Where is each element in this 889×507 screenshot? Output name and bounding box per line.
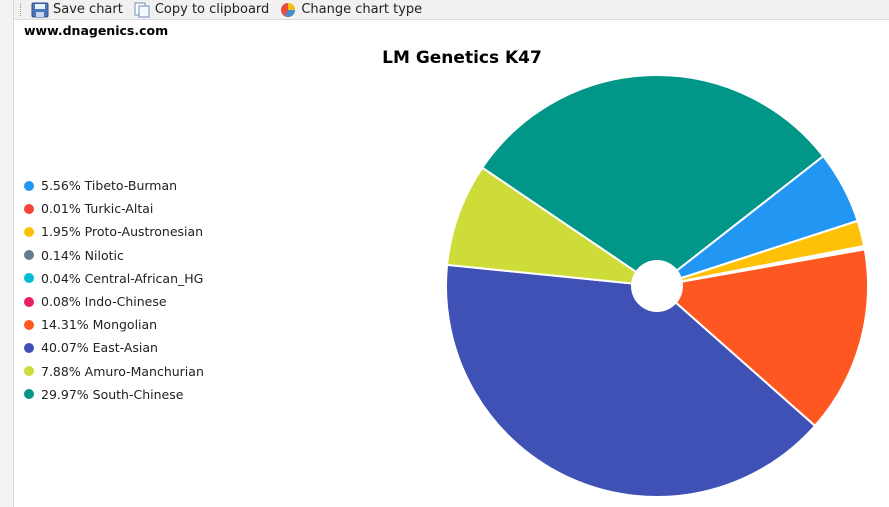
legend-marker [24, 203, 34, 214]
legend-item[interactable]: 0.01% Turkic-Altai [24, 197, 204, 220]
copy-to-clipboard-button[interactable]: Copy to clipboard [133, 0, 273, 19]
legend-label: 0.14% Nilotic [41, 247, 124, 263]
legend-marker [24, 296, 34, 307]
save-chart-button[interactable]: Save chart [31, 0, 127, 19]
toolbar: Save chart Copy to clipboard Change char… [14, 0, 889, 20]
copy-icon [134, 2, 150, 17]
site-url: www.dnagenics.com [24, 23, 169, 38]
legend-label: 0.01% Turkic-Altai [41, 201, 154, 217]
pie-chart-icon [281, 2, 296, 17]
change-chart-type-label: Change chart type [301, 2, 423, 17]
pie-slice[interactable] [480, 74, 825, 288]
chart-title: LM Genetics K47 [382, 48, 542, 68]
legend-marker [24, 319, 34, 330]
legend-item[interactable]: 14.31% Mongolian [24, 313, 204, 336]
save-icon [31, 2, 49, 17]
legend-label: 29.97% South-Chinese [41, 386, 184, 402]
toolbar-grip[interactable] [20, 3, 23, 16]
pie-center-hole [631, 260, 683, 312]
legend-marker [24, 366, 34, 377]
legend-marker [24, 226, 34, 237]
legend-item[interactable]: 0.08% Indo-Chinese [24, 290, 204, 313]
change-chart-type-button[interactable]: Change chart type [279, 0, 426, 19]
legend-label: 5.56% Tibeto-Burman [41, 178, 178, 194]
legend-label: 7.88% Amuro-Manchurian [41, 363, 204, 379]
chart-legend: 5.56% Tibeto-Burman 0.01% Turkic-Altai 1.9… [24, 174, 204, 406]
legend-label: 40.07% East-Asian [41, 340, 158, 356]
legend-marker [24, 273, 34, 284]
save-chart-label: Save chart [53, 2, 123, 17]
legend-item[interactable]: 7.88% Amuro-Manchurian [24, 360, 204, 383]
legend-item[interactable]: 40.07% East-Asian [24, 336, 204, 359]
legend-label: 0.08% Indo-Chinese [41, 294, 167, 310]
left-border [0, 0, 14, 507]
legend-marker [24, 342, 34, 353]
legend-marker [24, 180, 34, 191]
legend-item[interactable]: 0.14% Nilotic [24, 244, 204, 267]
legend-item[interactable]: 5.56% Tibeto-Burman [24, 174, 204, 197]
legend-item[interactable]: 1.95% Proto-Austronesian [24, 220, 204, 243]
legend-marker [24, 389, 34, 400]
legend-marker [24, 250, 34, 261]
pie-slice[interactable] [445, 263, 817, 498]
legend-item[interactable]: 0.04% Central-African_HG [24, 267, 204, 290]
legend-item[interactable]: 29.97% South-Chinese [24, 383, 204, 406]
legend-label: 0.04% Central-African_HG [41, 270, 204, 286]
pie-slice[interactable] [445, 166, 658, 287]
legend-label: 14.31% Mongolian [41, 317, 158, 333]
copy-to-clipboard-label: Copy to clipboard [154, 2, 270, 17]
pie-slice[interactable] [654, 248, 869, 428]
legend-label: 1.95% Proto-Austronesian [41, 224, 204, 240]
